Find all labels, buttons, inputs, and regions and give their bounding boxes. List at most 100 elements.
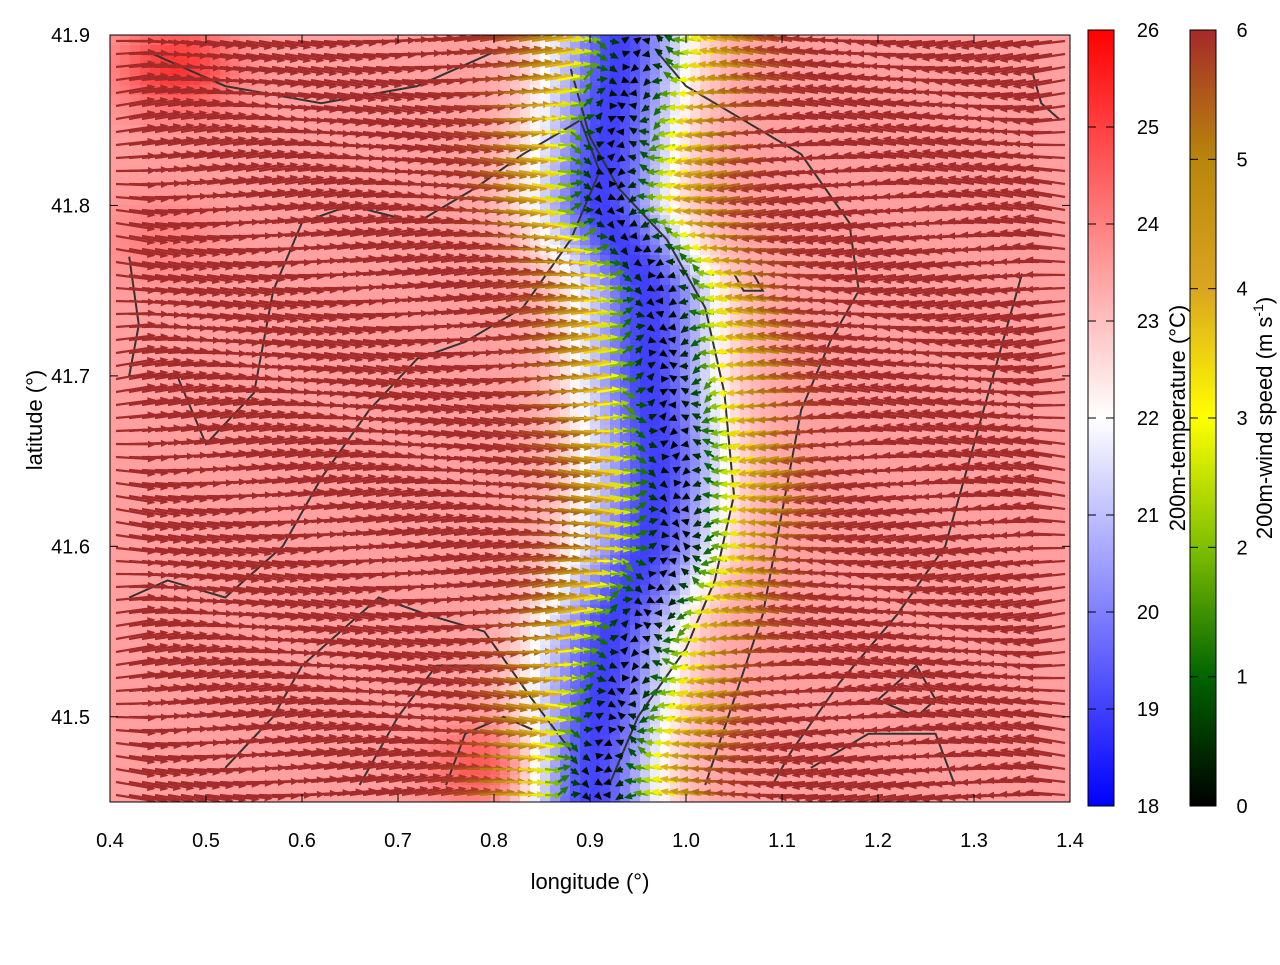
heatmap-cell	[600, 265, 610, 275]
heatmap-cell	[530, 385, 540, 395]
heatmap-cell	[710, 305, 720, 315]
heatmap-cell	[530, 165, 540, 175]
heatmap-cell	[560, 145, 570, 155]
heatmap-cell	[410, 315, 420, 325]
heatmap-cell	[560, 325, 570, 335]
heatmap-cell	[170, 715, 180, 725]
heatmap-cell	[380, 605, 390, 615]
heatmap-cell	[270, 485, 280, 495]
heatmap-cell	[170, 575, 180, 585]
heatmap-cell	[320, 45, 330, 55]
heatmap-cell	[280, 745, 290, 755]
heatmap-cell	[620, 185, 630, 195]
heatmap-cell	[680, 45, 690, 55]
heatmap-cell	[260, 265, 270, 275]
heatmap-cell	[750, 255, 760, 265]
heatmap-cell	[330, 265, 340, 275]
heatmap-cell	[170, 665, 180, 675]
heatmap-cell	[110, 285, 120, 295]
heatmap-cell	[520, 135, 530, 145]
heatmap-cell	[600, 685, 610, 695]
heatmap-cell	[750, 135, 760, 145]
heatmap-cell	[520, 395, 530, 405]
heatmap-cell	[360, 495, 370, 505]
heatmap-cell	[270, 145, 280, 155]
heatmap-cell	[150, 515, 160, 525]
heatmap-cell	[560, 275, 570, 285]
heatmap-cell	[290, 645, 300, 655]
heatmap-cell	[350, 615, 360, 625]
heatmap-cell	[470, 315, 480, 325]
heatmap-cell	[290, 485, 300, 495]
heatmap-cell	[510, 585, 520, 595]
heatmap-cell	[550, 535, 560, 545]
heatmap-cell	[630, 95, 640, 105]
heatmap-cell	[310, 195, 320, 205]
heatmap-cell	[280, 765, 290, 775]
heatmap-cell	[560, 95, 570, 105]
heatmap-cell	[150, 585, 160, 595]
heatmap-cell	[270, 455, 280, 465]
heatmap-cell	[230, 155, 240, 165]
heatmap-cell	[700, 555, 710, 565]
heatmap-cell	[570, 575, 580, 585]
heatmap-cell	[670, 295, 680, 305]
heatmap-cell	[370, 315, 380, 325]
heatmap-cell	[740, 325, 750, 335]
heatmap-cell	[440, 575, 450, 585]
heatmap-cell	[320, 385, 330, 395]
heatmap-cell	[340, 395, 350, 405]
heatmap-cell	[230, 105, 240, 115]
heatmap-cell	[310, 415, 320, 425]
heatmap-cell	[730, 385, 740, 395]
heatmap-cell	[110, 365, 120, 375]
heatmap-cell	[270, 665, 280, 675]
heatmap-cell	[220, 555, 230, 565]
heatmap-cell	[530, 225, 540, 235]
heatmap-cell	[320, 235, 330, 245]
heatmap-cell	[620, 685, 630, 695]
heatmap-cell	[570, 535, 580, 545]
heatmap-cell	[190, 225, 200, 235]
heatmap-cell	[500, 785, 510, 795]
heatmap-cell	[480, 735, 490, 745]
heatmap-cell	[450, 535, 460, 545]
heatmap-cell	[270, 265, 280, 275]
heatmap-cell	[250, 85, 260, 95]
heatmap-cell	[510, 595, 520, 605]
heatmap-cell	[680, 355, 690, 365]
heatmap-cell	[660, 445, 670, 455]
heatmap-cell	[430, 755, 440, 765]
heatmap-cell	[140, 625, 150, 635]
heatmap-cell	[690, 545, 700, 555]
heatmap-cell	[480, 125, 490, 135]
heatmap-cell	[470, 655, 480, 665]
heatmap-cell	[290, 495, 300, 505]
heatmap-cell	[600, 465, 610, 475]
heatmap-cell	[350, 245, 360, 255]
heatmap-cell	[510, 175, 520, 185]
heatmap-cell	[340, 415, 350, 425]
heatmap-cell	[330, 565, 340, 575]
heatmap-cell	[660, 85, 670, 95]
heatmap-cell	[110, 725, 120, 735]
heatmap-cell	[390, 195, 400, 205]
heatmap-cell	[190, 565, 200, 575]
heatmap-cell	[600, 165, 610, 175]
heatmap-cell	[620, 485, 630, 495]
heatmap-cell	[130, 95, 140, 105]
heatmap-cell	[650, 115, 660, 125]
heatmap-cell	[120, 395, 130, 405]
heatmap-cell	[610, 715, 620, 725]
heatmap-cell	[700, 455, 710, 465]
heatmap-cell	[250, 415, 260, 425]
heatmap-cell	[380, 235, 390, 245]
heatmap-cell	[700, 645, 710, 655]
heatmap-cell	[520, 235, 530, 245]
heatmap-cell	[170, 555, 180, 565]
heatmap-cell	[710, 425, 720, 435]
heatmap-cell	[660, 295, 670, 305]
heatmap-cell	[710, 325, 720, 335]
heatmap-cell	[220, 315, 230, 325]
heatmap-cell	[600, 435, 610, 445]
